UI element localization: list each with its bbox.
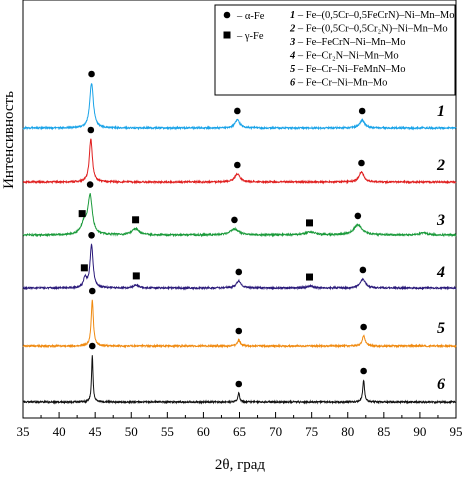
alpha-fe-marker (231, 216, 238, 224)
legend-gamma-marker (223, 31, 231, 39)
x-tick-label: 35 (17, 424, 30, 439)
series-label-5: 5 (437, 320, 445, 337)
alpha-fe-marker (354, 212, 362, 220)
x-axis-title: 2θ, град (215, 457, 265, 473)
series-line-4 (22, 243, 457, 291)
series-line-3 (22, 193, 457, 238)
x-tick-label: 40 (53, 424, 66, 439)
gamma-fe-marker (78, 210, 86, 218)
alpha-fe-marker (86, 181, 94, 188)
alpha-fe-marker (360, 367, 367, 375)
legend-sample-entry: 1 – Fe–(0,5Cr–0,5FeCrN)–Ni–Mn–Mo (290, 10, 455, 21)
x-tick-label: 75 (305, 424, 318, 439)
legend-sample-entry: 2 – Fe–(0,5Cr–0,5Cr₂N)–Ni–Mn–Mo (289, 24, 448, 35)
legend-box (214, 4, 456, 96)
x-tick-label: 50 (125, 424, 138, 439)
gamma-fe-marker (132, 216, 140, 224)
alpha-fe-marker (88, 287, 96, 295)
legend: – α-Fe – γ-Fe 1 – Fe–(0,5Cr–0,5FeCrN)–Ni–M… (214, 4, 456, 96)
alpha-fe-marker (87, 126, 95, 134)
legend-alpha-marker (223, 11, 231, 19)
alpha-fe-marker (358, 107, 366, 115)
alpha-fe-marker (360, 323, 367, 331)
alpha-fe-marker (235, 268, 243, 276)
alpha-fe-marker (88, 342, 96, 350)
x-tick-label: 65 (233, 424, 246, 439)
x-tick-label: 80 (341, 424, 354, 439)
series-label-3: 3 (436, 212, 445, 229)
series-label-4: 4 (436, 264, 445, 281)
series-line-6 (22, 355, 457, 405)
x-tick-label: 55 (161, 424, 174, 439)
x-tick-label: 70 (269, 424, 282, 439)
series-traces (22, 83, 457, 405)
gamma-fe-marker (306, 219, 314, 227)
alpha-fe-marker (358, 159, 365, 167)
series-label-1: 1 (437, 103, 445, 120)
legend-sample-entry: 5 – Fe–Cr–Ni–FeMnN–Mo (290, 64, 406, 75)
x-tick-label: 45 (89, 424, 102, 439)
legend-phase-label: – γ-Fe (236, 31, 264, 42)
alpha-fe-marker (234, 161, 241, 169)
alpha-fe-marker (235, 380, 243, 388)
legend-sample-entry: 3 – Fe–FeCrN–Ni–Mn–Mo (289, 37, 406, 48)
phase-markers (78, 70, 367, 388)
alpha-fe-marker (88, 231, 95, 239)
series-line-1 (22, 83, 457, 131)
gamma-fe-marker (306, 273, 314, 281)
series-labels: 1 2 3 4 5 6 (436, 103, 445, 393)
gamma-fe-marker (132, 272, 140, 280)
x-tick-label: 85 (377, 424, 390, 439)
series-line-5 (22, 299, 457, 349)
series-label-6: 6 (437, 376, 445, 393)
series-label-2: 2 (436, 157, 445, 174)
x-tick-label: 95 (450, 424, 463, 439)
legend-sample-entry: 6 – Fe–Cr–Ni–Mn–Mo (290, 78, 387, 89)
gamma-fe-marker (80, 264, 88, 272)
x-axis: 35 40 45 50 55 60 65 70 75 80 85 90 95 (17, 412, 463, 439)
series-line-2 (22, 138, 457, 185)
legend-phase-label: – α-Fe (236, 11, 265, 22)
x-tick-label: 90 (413, 424, 426, 439)
alpha-fe-marker (88, 70, 95, 78)
alpha-fe-marker (359, 266, 367, 274)
alpha-fe-marker (234, 107, 241, 115)
x-tick-label: 60 (197, 424, 210, 439)
y-axis-title: Интенсивность (1, 91, 17, 189)
alpha-fe-marker (235, 327, 243, 335)
legend-sample-entry: 4 – Fe–Cr₂N–Ni–Mn–Mo (289, 51, 399, 62)
